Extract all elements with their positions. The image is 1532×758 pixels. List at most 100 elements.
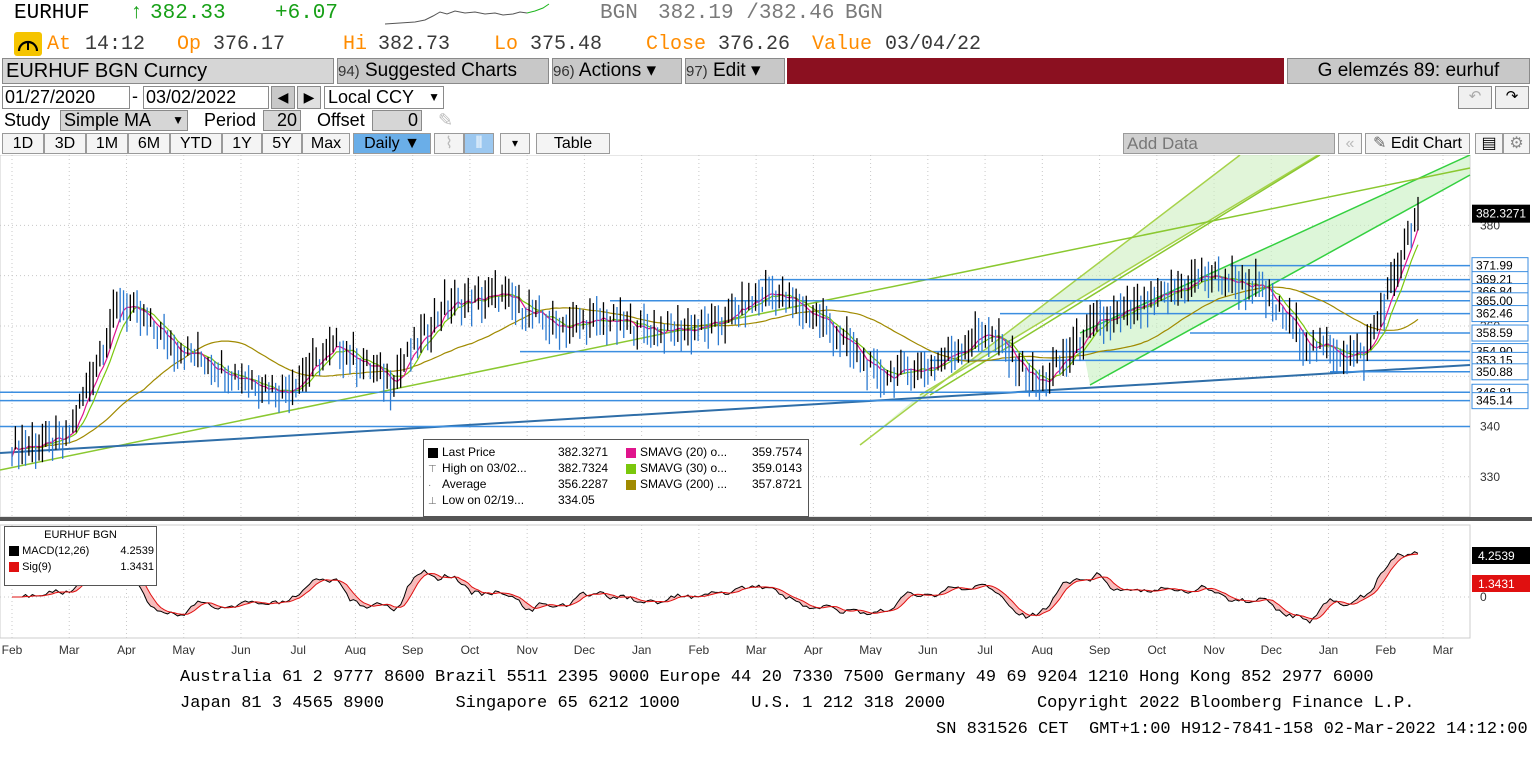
scroll-left-button[interactable]: ◀: [271, 86, 295, 109]
undo-button[interactable]: ↶: [1458, 86, 1492, 109]
offset-input[interactable]: 0: [372, 110, 422, 131]
range-5y[interactable]: 5Y: [262, 133, 302, 154]
panel-divider: [0, 517, 1532, 521]
chart-area: Feb Mar Apr May Jun Jul Aug Sep Oct Nov Dec Jan Feb M…: [0, 154, 1532, 672]
add-data-button[interactable]: Add Data: [1123, 133, 1335, 154]
study-select[interactable]: Simple MA ▼: [60, 110, 188, 131]
x-tick-label: Mar: [59, 643, 80, 655]
footer-contacts: Australia 61 2 9777 8600 Brazil 5511 239…: [180, 668, 1374, 687]
x-tick-label: Mar: [1433, 643, 1454, 655]
x-tick-label: Feb: [689, 643, 710, 655]
period-label: Period: [204, 110, 257, 130]
suggested-charts-button[interactable]: 94) Suggested Charts: [337, 58, 549, 84]
chart-settings-icon[interactable]: ▤: [1475, 133, 1503, 154]
price-level-label: 358.59: [1476, 326, 1513, 340]
study-value: Simple MA: [64, 110, 152, 130]
scroll-right-button[interactable]: ▶: [297, 86, 321, 109]
net-change: +6.07: [275, 2, 339, 25]
last-price-tag: [1472, 204, 1530, 223]
table-button[interactable]: Table: [536, 133, 610, 154]
period-input[interactable]: 20: [263, 110, 301, 131]
collapse-icon[interactable]: «: [1338, 133, 1362, 154]
legend-name: SMAVG (200) ...: [640, 477, 728, 491]
range-1d[interactable]: 1D: [2, 133, 44, 154]
high-value: 382.73: [378, 33, 451, 56]
range-ytd[interactable]: YTD: [170, 133, 222, 154]
edit-button[interactable]: 97) Edit ▾: [685, 58, 785, 84]
range-3d[interactable]: 3D: [44, 133, 86, 154]
range-1m[interactable]: 1M: [86, 133, 128, 154]
x-tick-label: Jul: [977, 643, 992, 655]
macd-row: MACD(12,26) 4.2539: [9, 545, 154, 557]
sparkline: [385, 3, 550, 25]
trend-line: [919, 154, 1319, 396]
end-date-input[interactable]: 03/02/2022: [143, 86, 269, 109]
range-1y[interactable]: 1Y: [222, 133, 262, 154]
quote-details: At 14:12 Op 376.17 Hi 382.73 Lo 375.48 C…: [0, 30, 1532, 58]
signal-row: Sig(9) 1.3431: [9, 561, 154, 573]
actions-button[interactable]: 96) Actions ▾: [552, 58, 682, 84]
line-chart-icon[interactable]: ⌇: [434, 133, 464, 154]
edit-chart-label: Edit Chart: [1390, 135, 1462, 152]
pencil-icon[interactable]: ✎: [438, 110, 454, 130]
x-tick-label: Oct: [1147, 643, 1166, 655]
x-tick-label: Dec: [1261, 643, 1282, 655]
frequency-select[interactable]: Daily ▼: [353, 133, 431, 154]
footer-sn: SN 831526 CET GMT+1:00 H912-7841-158 02-…: [936, 720, 1528, 739]
edit-label: Edit ▾: [712, 60, 761, 81]
macd-line: [12, 550, 1419, 624]
legend-value: 382.3271: [558, 445, 609, 459]
x-tick-label: Aug: [345, 643, 366, 655]
chart-type-chevron-icon[interactable]: ▾: [500, 133, 530, 154]
security-field[interactable]: EURHUF BGN Curncy: [2, 58, 334, 84]
currency-value: Local CCY: [328, 87, 415, 107]
price-level-label: 371.99: [1476, 259, 1513, 273]
study-bar: Study Simple MA ▼ Period 20 Offset 0 ✎: [0, 110, 1532, 132]
legend-value: 359.7574: [751, 445, 802, 459]
macd-zero-label: 0: [1480, 590, 1487, 604]
bar-chart-icon[interactable]: ⫴: [464, 133, 494, 154]
x-tick-label: May: [172, 643, 195, 655]
price-level-tag: [1471, 305, 1529, 323]
currency-select[interactable]: Local CCY ▼: [324, 86, 444, 109]
legend-swatch: [428, 447, 438, 458]
price-level-label: 362.46: [1476, 307, 1513, 321]
macd-panel-frame: [0, 524, 1471, 639]
trend-line: [929, 154, 1321, 396]
x-tick-label: Jun: [231, 643, 250, 655]
legend-name: SMAVG (20) o...: [640, 445, 728, 459]
legend-name: High on 03/02...: [442, 461, 527, 475]
legend-ma-row: SMAVG (30) o... 359.0143: [626, 460, 806, 476]
range-6m[interactable]: 6M: [128, 133, 170, 154]
close-label: Close: [646, 33, 707, 56]
y-tick-label: 340: [1480, 420, 1500, 434]
signal-swatch: [9, 562, 19, 573]
start-date-input[interactable]: 01/27/2020: [2, 86, 130, 109]
legend-value: 382.7324: [558, 461, 609, 475]
trend-line: [859, 154, 1241, 446]
range-max[interactable]: Max: [302, 133, 350, 154]
signal-value-label: 1.3431: [1478, 577, 1515, 591]
legend-swatch: [626, 447, 636, 458]
legend-name: SMAVG (30) o...: [640, 461, 728, 475]
at-label: At: [47, 33, 72, 56]
support-line: [0, 364, 1471, 454]
trend-line: [1079, 154, 1471, 334]
macd-title: EURHUF BGN: [44, 529, 117, 541]
open-label: Op: [177, 33, 202, 56]
macd-value: 4.2539: [120, 545, 154, 557]
edit-num: 97): [686, 63, 708, 80]
legend-row: ⊤ High on 03/02... 382.7324: [428, 460, 624, 476]
function-title: G elemzés 89: eurhuf: [1287, 58, 1530, 84]
edit-chart-button[interactable]: ✎ Edit Chart: [1365, 133, 1470, 154]
x-tick-label: Mar: [746, 643, 767, 655]
price-level-label: 350.88: [1476, 365, 1513, 379]
x-tick-label: Feb: [1375, 643, 1396, 655]
date-bar: 01/27/2020 - 03/02/2022 ◀ ▶ Local CCY ▼ …: [0, 86, 1532, 110]
gear-icon[interactable]: ⚙: [1503, 133, 1530, 154]
sma-20-line: [11, 229, 1419, 457]
bid-ask: 382.19 /382.46: [658, 2, 835, 25]
chevron-down-icon: ▼: [172, 113, 184, 127]
redo-button[interactable]: ↷: [1495, 86, 1529, 109]
at-time: 14:12: [85, 33, 146, 56]
